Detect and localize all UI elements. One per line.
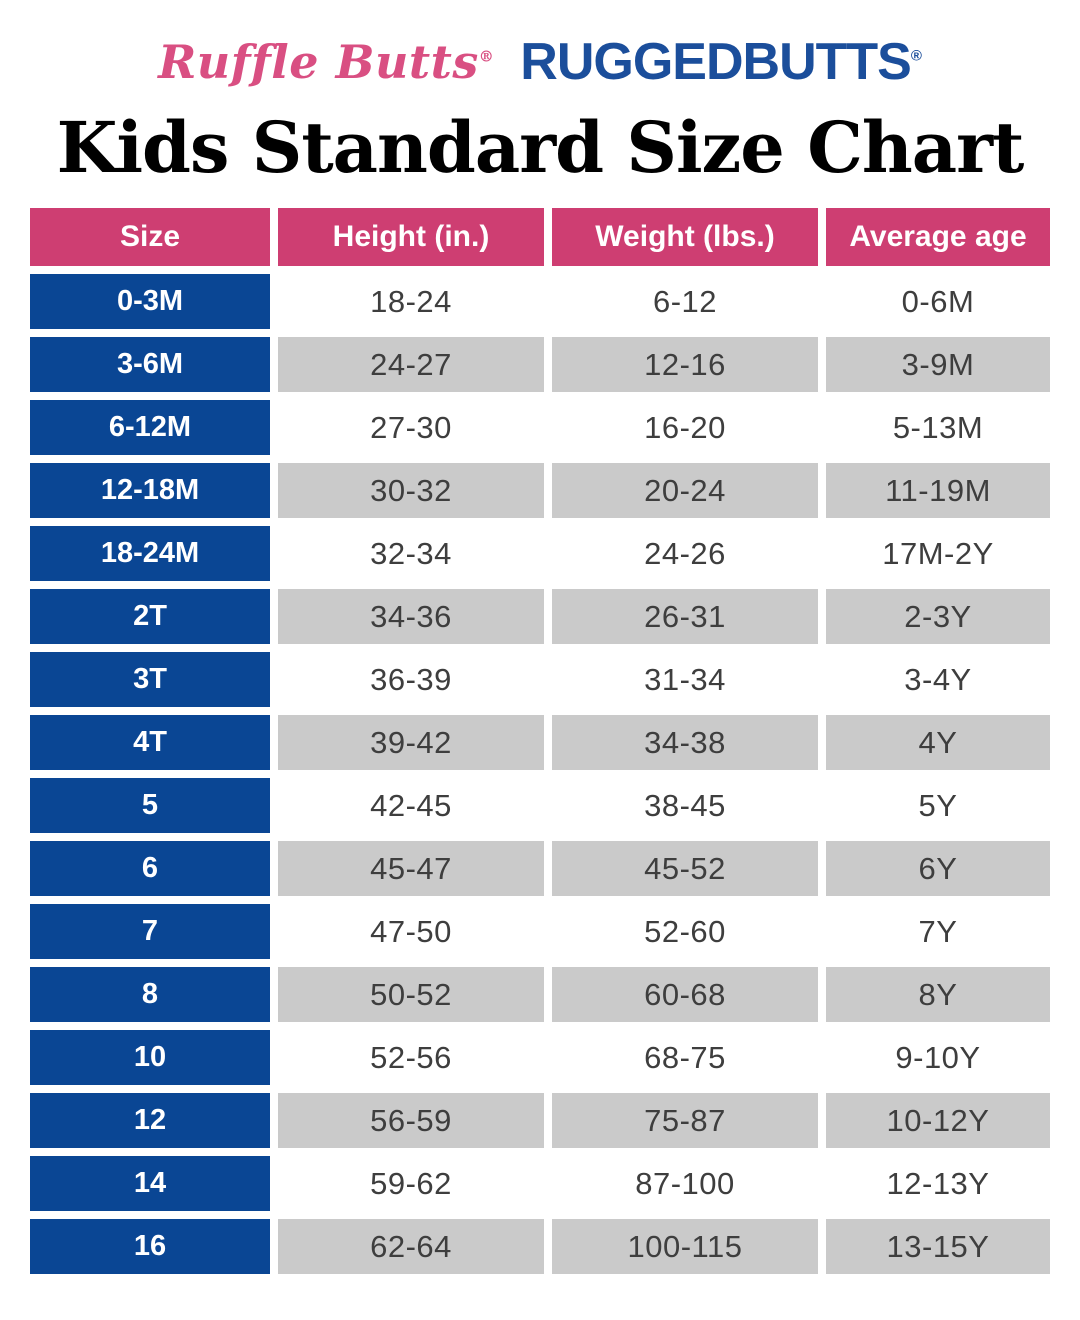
age-cell: 2-3Y (826, 589, 1050, 644)
weight-cell: 26-31 (552, 589, 818, 644)
height-cell: 56-59 (278, 1093, 544, 1148)
weight-cell: 45-52 (552, 841, 818, 896)
weight-cell: 31-34 (552, 652, 818, 707)
size-cell: 3T (30, 652, 270, 707)
page: Ruffle Butts® RUGGEDBUTTS® Kids Standard… (0, 0, 1080, 1274)
weight-cell: 100-115 (552, 1219, 818, 1274)
height-cell: 27-30 (278, 400, 544, 455)
age-cell: 3-4Y (826, 652, 1050, 707)
ruggedbutts-logo: RUGGEDBUTTS® (520, 32, 922, 92)
size-cell: 10 (30, 1030, 270, 1085)
age-cell: 3-9M (826, 337, 1050, 392)
weight-cell: 75-87 (552, 1093, 818, 1148)
weight-cell: 52-60 (552, 904, 818, 959)
height-cell: 59-62 (278, 1156, 544, 1211)
table-row: 16 62-64 100-115 13-15Y (30, 1219, 1050, 1274)
table-row: 0-3M 18-24 6-12 0-6M (30, 274, 1050, 329)
header-cell-height: Height (in.) (278, 208, 544, 266)
weight-cell: 34-38 (552, 715, 818, 770)
weight-cell: 12-16 (552, 337, 818, 392)
page-title: Kids Standard Size Chart (56, 106, 1025, 189)
table-row: 14 59-62 87-100 12-13Y (30, 1156, 1050, 1211)
weight-cell: 87-100 (552, 1156, 818, 1211)
age-cell: 7Y (826, 904, 1050, 959)
header-cell-average-age: Average age (826, 208, 1050, 266)
size-cell: 8 (30, 967, 270, 1022)
table-row: 7 47-50 52-60 7Y (30, 904, 1050, 959)
brand-logos: Ruffle Butts® RUGGEDBUTTS® (0, 0, 1080, 94)
age-cell: 4Y (826, 715, 1050, 770)
size-cell: 6 (30, 841, 270, 896)
height-cell: 34-36 (278, 589, 544, 644)
height-cell: 24-27 (278, 337, 544, 392)
height-cell: 39-42 (278, 715, 544, 770)
weight-cell: 6-12 (552, 274, 818, 329)
height-cell: 62-64 (278, 1219, 544, 1274)
height-cell: 32-34 (278, 526, 544, 581)
height-cell: 45-47 (278, 841, 544, 896)
header-cell-weight: Weight (lbs.) (552, 208, 818, 266)
age-cell: 5-13M (826, 400, 1050, 455)
age-cell: 12-13Y (826, 1156, 1050, 1211)
height-cell: 18-24 (278, 274, 544, 329)
height-cell: 42-45 (278, 778, 544, 833)
rufflebutts-logo-text: Ruffle Butts (158, 35, 479, 89)
height-cell: 50-52 (278, 967, 544, 1022)
size-cell: 18-24M (30, 526, 270, 581)
size-cell: 6-12M (30, 400, 270, 455)
age-cell: 5Y (826, 778, 1050, 833)
ruggedbutts-logo-text: RUGGEDBUTTS (520, 33, 912, 91)
table-row: 12-18M 30-32 20-24 11-19M (30, 463, 1050, 518)
age-cell: 9-10Y (826, 1030, 1050, 1085)
weight-cell: 60-68 (552, 967, 818, 1022)
weight-cell: 16-20 (552, 400, 818, 455)
size-cell: 12 (30, 1093, 270, 1148)
size-cell: 7 (30, 904, 270, 959)
weight-cell: 24-26 (552, 526, 818, 581)
size-cell: 3-6M (30, 337, 270, 392)
size-table-body: 0-3M 18-24 6-12 0-6M 3-6M 24-27 12-16 3-… (30, 274, 1050, 1274)
table-row: 18-24M 32-34 24-26 17M-2Y (30, 526, 1050, 581)
table-row: 8 50-52 60-68 8Y (30, 967, 1050, 1022)
table-row: 3T 36-39 31-34 3-4Y (30, 652, 1050, 707)
size-chart-table: Size Height (in.) Weight (lbs.) Average … (30, 208, 1050, 1274)
weight-cell: 20-24 (552, 463, 818, 518)
age-cell: 8Y (826, 967, 1050, 1022)
table-row: 6 45-47 45-52 6Y (30, 841, 1050, 896)
rufflebutts-logo: Ruffle Butts® (158, 35, 494, 89)
age-cell: 11-19M (826, 463, 1050, 518)
size-cell: 5 (30, 778, 270, 833)
size-cell: 12-18M (30, 463, 270, 518)
age-cell: 10-12Y (826, 1093, 1050, 1148)
rufflebutts-registered-mark: ® (478, 47, 495, 66)
weight-cell: 38-45 (552, 778, 818, 833)
table-row: 6-12M 27-30 16-20 5-13M (30, 400, 1050, 455)
table-header-row: Size Height (in.) Weight (lbs.) Average … (30, 208, 1050, 266)
size-cell: 0-3M (30, 274, 270, 329)
table-row: 3-6M 24-27 12-16 3-9M (30, 337, 1050, 392)
weight-cell: 68-75 (552, 1030, 818, 1085)
height-cell: 52-56 (278, 1030, 544, 1085)
size-cell: 2T (30, 589, 270, 644)
age-cell: 13-15Y (826, 1219, 1050, 1274)
header-cell-size: Size (30, 208, 270, 266)
age-cell: 6Y (826, 841, 1050, 896)
table-row: 4T 39-42 34-38 4Y (30, 715, 1050, 770)
size-cell: 4T (30, 715, 270, 770)
age-cell: 0-6M (826, 274, 1050, 329)
height-cell: 47-50 (278, 904, 544, 959)
height-cell: 30-32 (278, 463, 544, 518)
height-cell: 36-39 (278, 652, 544, 707)
size-cell: 14 (30, 1156, 270, 1211)
table-row: 5 42-45 38-45 5Y (30, 778, 1050, 833)
size-cell: 16 (30, 1219, 270, 1274)
table-row: 2T 34-36 26-31 2-3Y (30, 589, 1050, 644)
age-cell: 17M-2Y (826, 526, 1050, 581)
table-row: 10 52-56 68-75 9-10Y (30, 1030, 1050, 1085)
ruggedbutts-registered-mark: ® (910, 47, 922, 65)
table-row: 12 56-59 75-87 10-12Y (30, 1093, 1050, 1148)
